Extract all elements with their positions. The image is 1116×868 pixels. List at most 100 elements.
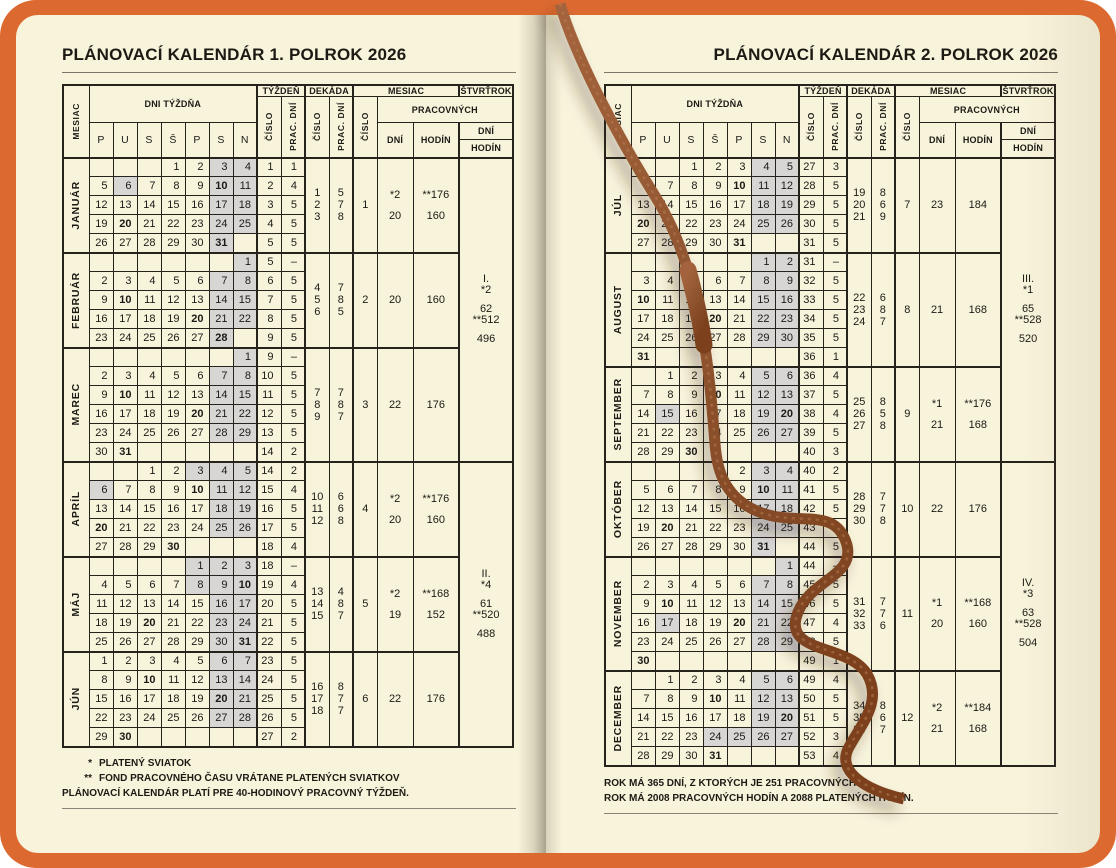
- week-number-cell: 19: [256, 575, 282, 595]
- day-cell: 4: [160, 650, 186, 671]
- day-cell: 2: [112, 650, 138, 671]
- day-cell: 20: [88, 518, 114, 538]
- quarter-value: 62: [479, 303, 493, 315]
- week-workdays-cell: 5: [822, 499, 848, 519]
- day-cell: 16: [774, 290, 800, 310]
- decade-number-values: 28 29 30: [848, 491, 871, 527]
- day-cell: 11: [750, 176, 776, 196]
- week-workdays-cell: 5: [822, 233, 848, 253]
- week-workdays-cell: 4: [822, 669, 848, 690]
- week-workdays-header: PRAC. DNÍ: [822, 96, 848, 158]
- month-workdays-values: 22: [378, 399, 413, 411]
- month-workdays: 23: [918, 156, 956, 253]
- month-name: MAREC: [62, 346, 90, 462]
- week-number-cell: 28: [798, 176, 824, 196]
- day-cell: 12: [750, 385, 776, 405]
- week-number-cell: 49: [798, 669, 824, 690]
- week-number-cell: 43: [798, 518, 824, 538]
- day-cell: 24: [630, 328, 656, 348]
- month-workdays: 22: [376, 346, 414, 462]
- day-cell: 7: [160, 575, 186, 595]
- month-hours-value: 160: [968, 618, 987, 630]
- day-cell: 4: [726, 669, 752, 690]
- week-row: 27 28 29 30 18 4: [63, 537, 513, 557]
- week-row: 16 17 18 19 20 21 22 8 5: [63, 309, 513, 329]
- week-workdays-cell: 5: [822, 271, 848, 291]
- decade-workdays-value: 6: [879, 199, 886, 211]
- decade-number-value: 2: [314, 199, 321, 211]
- footnote-line: ** FOND PRACOVNÉHO ČASU VRÁTANE PLATENÝC…: [62, 771, 516, 786]
- month-workdays: *2 20: [376, 156, 414, 253]
- decade-number-value: 17: [311, 693, 324, 705]
- day-letter-header: N: [232, 122, 258, 158]
- day-cell: 5: [702, 575, 728, 595]
- month-hours: 160: [412, 251, 460, 348]
- decade-workdays-value: 7: [337, 693, 344, 705]
- month-hours-values: **168 160: [956, 597, 1001, 630]
- decade-number-value: 25: [853, 396, 866, 408]
- day-cell: 17: [208, 195, 234, 215]
- day-cell: 29: [750, 328, 776, 348]
- week-workdays-cell: 5: [280, 670, 306, 690]
- month-number-header: ČÍSLO: [352, 96, 378, 158]
- decade-group-header: DEKÁDA: [304, 84, 354, 97]
- footnote-line: PLÁNOVACÍ KALENDÁR PLATÍ PRE 40-HODINOVÝ…: [62, 786, 516, 801]
- week-row: 11 12 13 14 15 16 17 20 5: [63, 594, 513, 614]
- day-cell: 12: [184, 670, 210, 690]
- decade-number-value: 21: [853, 211, 866, 223]
- week-row: 18 19 20 21 22 23 24 21 5: [63, 613, 513, 633]
- day-cell: 3: [184, 460, 210, 481]
- day-cell: 14: [160, 594, 186, 614]
- week-group-header: TÝŽDEŇ: [798, 84, 848, 97]
- month-workdays-value: *2: [389, 188, 401, 201]
- decade-number: 13 14 15: [304, 555, 330, 652]
- month-hours: **176 168: [954, 365, 1002, 462]
- decade-workdays-value: 7: [337, 410, 344, 423]
- day-cell: 25: [654, 328, 680, 348]
- week-row: 23 24 25 26 27 28 29 13 5: [63, 423, 513, 443]
- month-name-label: JANUÁR: [70, 180, 83, 230]
- month-workdays-value: *2: [931, 701, 943, 714]
- week-workdays-cell: 4: [280, 575, 306, 595]
- day-cell: 20: [774, 708, 800, 728]
- month-workdays-value: 20: [388, 294, 402, 306]
- day-cell: [750, 233, 776, 253]
- day-cell: 3: [208, 156, 234, 177]
- footnote-text: FOND PRACOVNÉHO ČASU VRÁTANE PLATENÝCH S…: [99, 772, 400, 784]
- month-hours-value: 160: [426, 294, 445, 306]
- day-cell: 27: [654, 537, 680, 557]
- day-cell: [112, 346, 138, 367]
- month-name: JÚL: [604, 156, 632, 253]
- day-cell: 18: [750, 195, 776, 215]
- day-cell: 25: [232, 214, 258, 234]
- decade-number-value: 31: [853, 595, 866, 608]
- day-cell: 5: [88, 176, 114, 196]
- quarter-value: *1: [1022, 284, 1034, 296]
- month-name-label: FEBRUÁR: [70, 271, 83, 329]
- day-cell: 11: [208, 480, 234, 500]
- decade-number-value: 22: [853, 291, 866, 304]
- week-workdays-cell: 1: [280, 156, 306, 177]
- day-cell: 8: [184, 575, 210, 595]
- week-row: OKTÓBER 1 2 3 4 40 2 28 29 30 7 7 8 10 22 176 IV. *3 63 **5…: [604, 460, 1056, 766]
- day-cell: 6: [726, 575, 752, 595]
- month-hours-values: 176: [414, 693, 459, 705]
- month-hours-value: 160: [426, 513, 445, 526]
- day-cell: 25: [88, 632, 114, 652]
- day-cell: [702, 442, 728, 462]
- day-cell: 16: [678, 708, 704, 728]
- day-cell: 13: [702, 290, 728, 310]
- day-cell: 18: [726, 404, 752, 424]
- day-cell: 27: [136, 632, 162, 652]
- day-cell: 13: [184, 290, 210, 310]
- month-workdays: 20: [376, 251, 414, 348]
- day-cell: 1: [750, 251, 776, 272]
- day-cell: 12: [160, 385, 186, 405]
- day-cell: 4: [88, 575, 114, 595]
- day-letter-header: P: [726, 122, 752, 158]
- month-hours-values: 176: [414, 399, 459, 411]
- day-cell: 26: [750, 727, 776, 747]
